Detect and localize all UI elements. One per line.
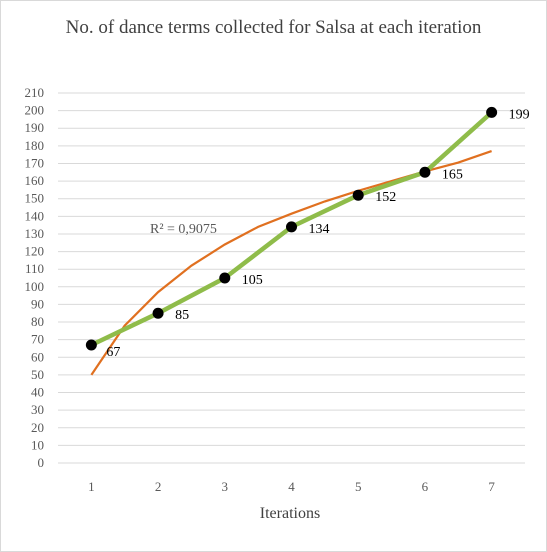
data-point xyxy=(286,221,297,232)
r-squared-annotation: R² = 0,9075 xyxy=(150,222,217,237)
y-tick-label: 200 xyxy=(25,103,45,118)
x-axis-label: Iterations xyxy=(190,505,390,523)
data-label: 134 xyxy=(309,222,330,237)
y-tick-label: 100 xyxy=(25,279,45,294)
data-point xyxy=(86,339,97,350)
y-tick-label: 160 xyxy=(25,173,45,188)
data-label: 199 xyxy=(509,107,530,122)
x-tick-label: 6 xyxy=(422,479,429,494)
y-tick-label: 170 xyxy=(25,155,45,170)
data-label: 152 xyxy=(375,190,396,205)
data-label: 67 xyxy=(106,345,120,360)
x-tick-label: 4 xyxy=(288,479,295,494)
y-tick-label: 0 xyxy=(38,455,45,470)
data-label: 105 xyxy=(242,273,263,288)
y-tick-label: 80 xyxy=(31,314,44,329)
y-tick-label: 40 xyxy=(31,385,44,400)
trendline xyxy=(91,151,491,375)
y-tick-label: 50 xyxy=(31,367,44,382)
y-tick-label: 90 xyxy=(31,296,44,311)
y-tick-label: 60 xyxy=(31,349,44,364)
y-tick-label: 210 xyxy=(25,85,45,100)
y-tick-label: 130 xyxy=(25,226,45,241)
x-tick-label: 2 xyxy=(155,479,162,494)
y-tick-label: 10 xyxy=(31,437,44,452)
y-tick-label: 190 xyxy=(25,120,45,135)
y-tick-label: 180 xyxy=(25,138,45,153)
x-tick-label: 7 xyxy=(488,479,495,494)
y-tick-label: 30 xyxy=(31,402,44,417)
data-point xyxy=(219,273,230,284)
y-tick-label: 20 xyxy=(31,420,44,435)
x-tick-label: 3 xyxy=(222,479,229,494)
data-point xyxy=(353,190,364,201)
x-tick-label: 1 xyxy=(88,479,95,494)
data-point xyxy=(486,107,497,118)
y-tick-label: 150 xyxy=(25,191,45,206)
data-point xyxy=(153,308,164,319)
y-tick-label: 110 xyxy=(25,261,44,276)
data-label: 85 xyxy=(175,308,189,323)
y-tick-label: 120 xyxy=(25,244,45,259)
data-point xyxy=(419,167,430,178)
x-tick-label: 5 xyxy=(355,479,362,494)
y-tick-label: 140 xyxy=(25,208,45,223)
data-label: 165 xyxy=(442,167,463,182)
y-tick-label: 70 xyxy=(31,332,44,347)
